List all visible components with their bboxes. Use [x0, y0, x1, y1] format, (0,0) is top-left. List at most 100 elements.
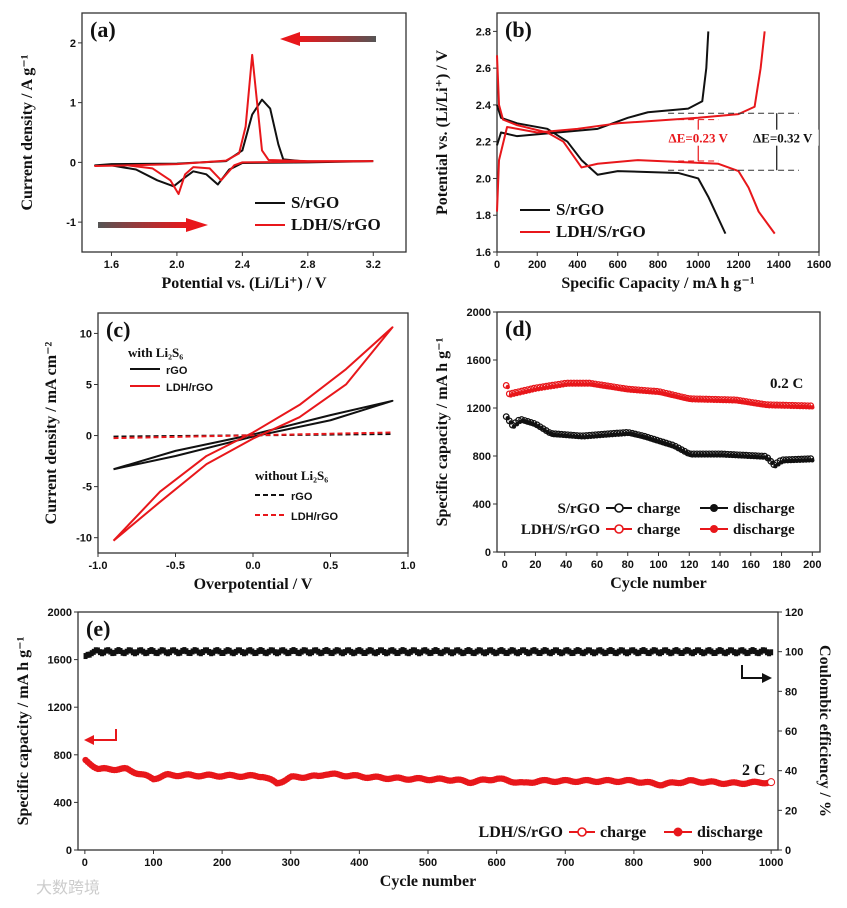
- ce-point: [637, 649, 642, 656]
- ce-point: [332, 648, 337, 655]
- ce-point: [439, 650, 444, 657]
- ce-point: [503, 649, 508, 656]
- y-tick-label: 5: [86, 379, 92, 391]
- x-axis-label: Potential vs. (Li/Li⁺) / V: [161, 275, 326, 292]
- ce-point: [511, 647, 516, 654]
- ce-point: [536, 649, 541, 656]
- ce-point: [655, 649, 660, 656]
- ce-point: [456, 647, 461, 654]
- x-tick-label: 200: [803, 559, 821, 571]
- ce-point: [244, 649, 249, 656]
- arrow-head: [762, 673, 772, 683]
- ce-point: [458, 648, 463, 655]
- panel-a: 1.6 2.0 2.4 2.8 3.2 -1 0 1 2 Potential vs. (Li/Li…: [19, 12, 407, 292]
- x-tick-label: 2.4: [235, 259, 251, 271]
- ce-point: [93, 647, 98, 654]
- ce-point: [769, 649, 774, 656]
- ce-point: [277, 649, 282, 656]
- legend-sample: S/rGO: [557, 501, 600, 517]
- discharge-point: [810, 405, 815, 410]
- ce-point: [386, 649, 391, 656]
- x-tick-label: 180: [772, 559, 790, 571]
- x-tick-label: 700: [556, 857, 574, 869]
- y2-tick-label: 100: [785, 647, 803, 659]
- ce-point: [748, 648, 753, 655]
- ce-point: [740, 647, 745, 654]
- ce-point: [237, 647, 242, 654]
- ce-point: [697, 647, 702, 654]
- panel-label: (c): [106, 317, 130, 342]
- ce-point: [732, 649, 737, 656]
- ce-point: [701, 650, 706, 657]
- ce-point: [674, 647, 679, 654]
- legend-marker: [710, 504, 718, 512]
- ce-point: [207, 648, 212, 655]
- ce-point: [270, 647, 275, 654]
- ce-point: [563, 647, 568, 654]
- ce-point: [324, 647, 329, 654]
- ce-point: [291, 647, 296, 654]
- ce-point: [340, 650, 345, 657]
- x-tick-label: 100: [144, 857, 162, 869]
- ce-point: [627, 649, 632, 656]
- ce-point: [371, 649, 376, 656]
- series-line: [496, 55, 776, 235]
- ce-point: [695, 647, 700, 654]
- legend-label: charge: [637, 522, 681, 538]
- ce-point: [188, 650, 193, 657]
- ce-point: [618, 647, 623, 654]
- ce-point: [730, 647, 735, 654]
- ce-point: [493, 650, 498, 657]
- ce-point: [310, 649, 315, 656]
- ce-point: [491, 648, 496, 655]
- y-tick-label: 1600: [467, 355, 491, 367]
- ce-point: [744, 650, 749, 657]
- ce-point: [233, 648, 238, 655]
- ce-point: [431, 648, 436, 655]
- ce-point: [419, 649, 424, 656]
- y-tick-label: 2.0: [476, 173, 491, 185]
- ce-point: [501, 648, 506, 655]
- ce-point: [415, 649, 420, 656]
- y-tick-label: 400: [473, 499, 491, 511]
- panel-d: 0 20 40 60 80 100 120 140 160 180 2000400800120016…: [434, 307, 821, 592]
- ce-point: [499, 647, 504, 654]
- ce-point: [161, 647, 166, 654]
- x-tick-label: -1.0: [89, 560, 108, 572]
- x-tick-label: 600: [487, 857, 505, 869]
- ce-point: [83, 653, 88, 660]
- legend-marker: [577, 827, 587, 837]
- legend-marker: [710, 525, 718, 533]
- ce-point: [190, 648, 195, 655]
- ce-point: [557, 649, 562, 656]
- ce-point: [132, 650, 137, 657]
- ce-point: [460, 650, 465, 657]
- y2-tick-label: 20: [785, 805, 797, 817]
- ce-point: [614, 650, 619, 657]
- panel-label: (e): [86, 616, 110, 641]
- x-tick-label: 2.8: [300, 259, 315, 271]
- ce-point: [135, 649, 140, 656]
- ce-point: [705, 647, 710, 654]
- ce-point: [174, 648, 179, 655]
- ce-point: [408, 648, 413, 655]
- ce-point: [89, 650, 94, 657]
- ce-point: [380, 647, 385, 654]
- ce-point: [684, 647, 689, 654]
- ce-point: [548, 650, 553, 657]
- ce-point: [248, 647, 253, 654]
- ce-point: [435, 647, 440, 654]
- y2-tick-label: 120: [785, 607, 803, 619]
- ce-point: [577, 647, 582, 654]
- x-tick-label: 3.2: [366, 259, 381, 271]
- ce-point: [676, 648, 681, 655]
- y-tick-label: 0: [66, 845, 72, 857]
- ce-point: [767, 650, 772, 657]
- ce-point: [283, 648, 288, 655]
- plot-frame: [81, 12, 407, 253]
- x-tick-label: 1000: [686, 259, 710, 271]
- ce-point: [647, 650, 652, 657]
- ce-point: [497, 647, 502, 654]
- x-tick-label: 120: [680, 559, 698, 571]
- x-tick-label: 1.0: [400, 560, 415, 572]
